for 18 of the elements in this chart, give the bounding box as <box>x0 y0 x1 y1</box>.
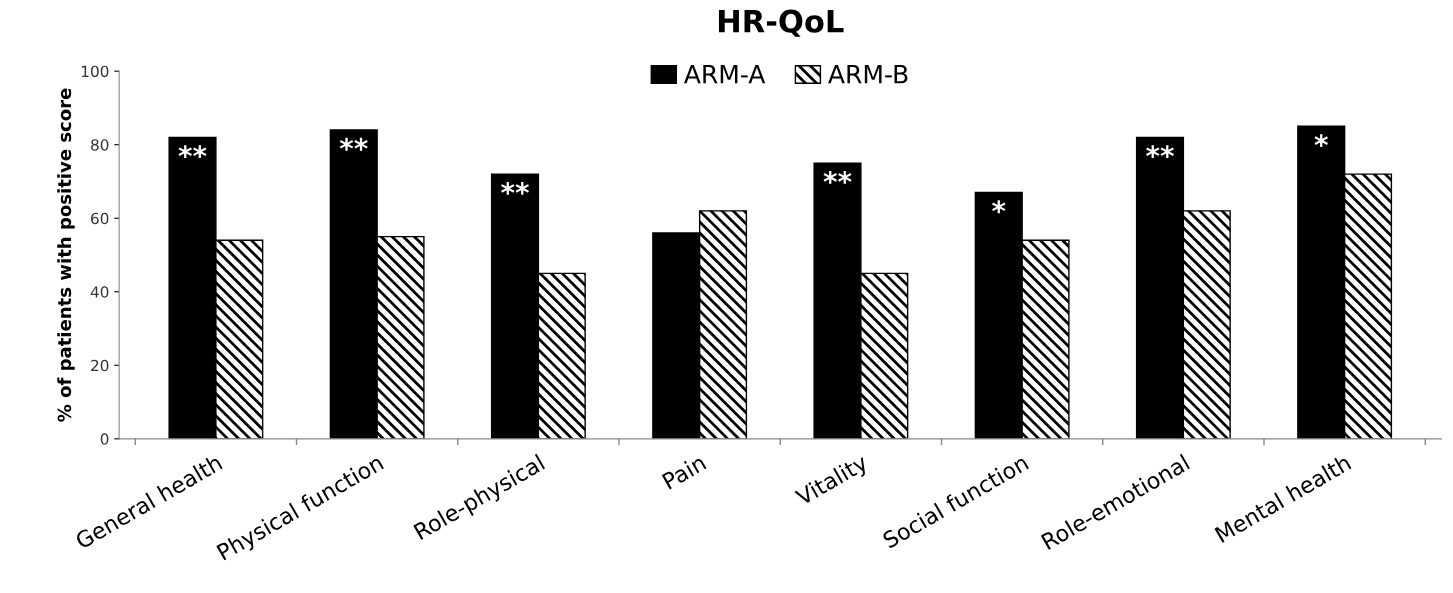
y-tick-label: 20 <box>91 359 109 372</box>
annotation: ** <box>823 170 852 184</box>
annotation: ** <box>1146 145 1174 159</box>
annotation: * <box>992 200 1006 214</box>
y-axis-title: % of patients with positive score <box>57 88 75 422</box>
annotation: * <box>1314 134 1328 148</box>
legend-label: ARM-B <box>828 65 908 84</box>
y-tick-label: 100 <box>81 65 109 78</box>
y-tick-label: 60 <box>91 212 109 225</box>
chart-title: HR-QoL <box>718 9 844 37</box>
y-tick-label: 40 <box>90 286 109 298</box>
legend-label: ARM-A <box>684 65 766 84</box>
y-tick-label: 0 <box>100 433 109 445</box>
y-tick-label: 80 <box>91 139 109 151</box>
annotation: ** <box>501 181 529 195</box>
annotation: ** <box>178 145 207 159</box>
x-tick-label: Pain <box>661 453 707 490</box>
annotation: ** <box>339 137 368 151</box>
